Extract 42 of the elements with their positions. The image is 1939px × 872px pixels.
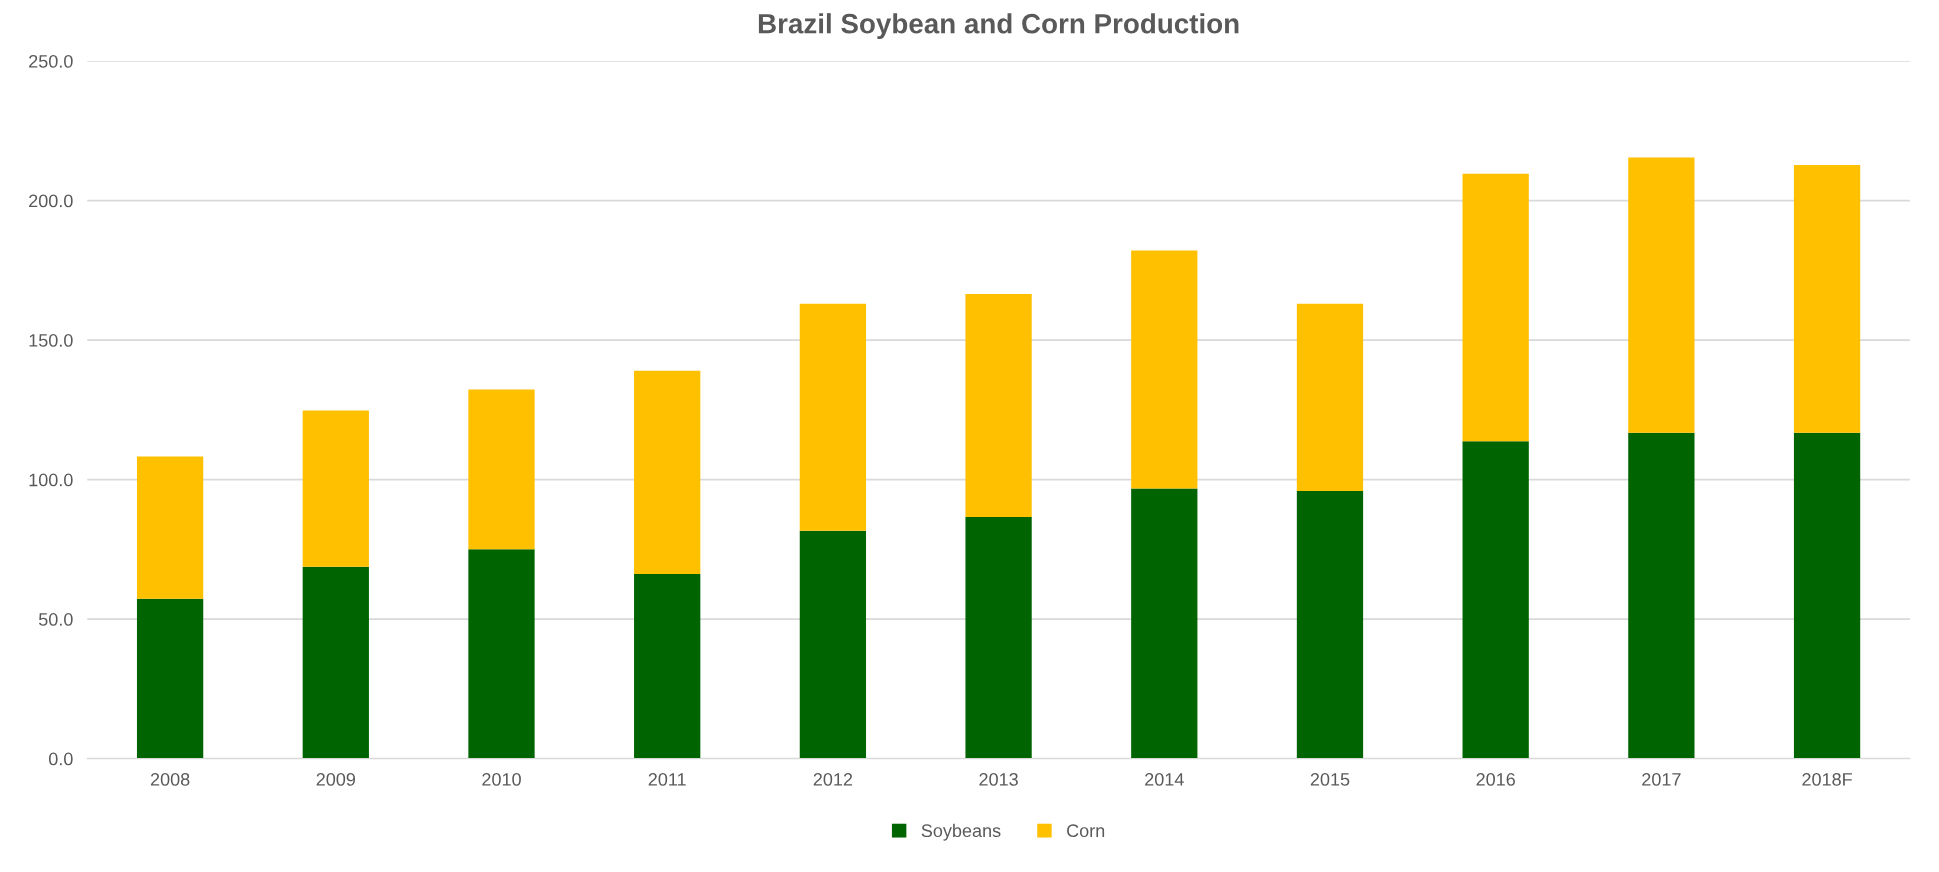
bar xyxy=(1462,441,1529,759)
x-tick-label: 2013 xyxy=(979,773,1018,786)
y-tick-label: 50.0 xyxy=(38,613,73,626)
bar xyxy=(1793,432,1861,759)
bar xyxy=(1296,491,1364,759)
legend-label: Corn xyxy=(1067,824,1105,838)
x-tick-label: 2017 xyxy=(1642,773,1681,786)
chart-title: Brazil Soybean and Corn Production xyxy=(758,13,1239,40)
bar xyxy=(965,294,1032,517)
bar xyxy=(1131,488,1198,759)
x-tick-label: 2014 xyxy=(1145,773,1184,786)
y-tick-label: 100.0 xyxy=(29,473,73,487)
bar xyxy=(634,370,701,574)
x-tick-label: 2018F xyxy=(1802,773,1852,786)
x-tick-label: 2008 xyxy=(150,773,190,786)
bar xyxy=(136,456,204,599)
y-tick-label: 200.0 xyxy=(29,194,73,208)
y-tick-label: 0.0 xyxy=(48,752,73,766)
x-tick-label: 2010 xyxy=(482,773,521,786)
bar xyxy=(1462,173,1529,442)
bar xyxy=(468,389,535,550)
x-tick-label: 2012 xyxy=(813,773,853,786)
x-tick-label: 2016 xyxy=(1476,773,1515,786)
bar xyxy=(468,549,535,759)
bar xyxy=(1296,303,1364,492)
bar xyxy=(1131,250,1198,489)
x-tick-label: 2015 xyxy=(1310,773,1350,786)
bar xyxy=(799,530,867,759)
bar xyxy=(1628,432,1695,759)
y-tick-label: 250.0 xyxy=(29,54,73,68)
bar xyxy=(799,303,867,531)
bar xyxy=(302,410,369,567)
legend-label: Soybeans xyxy=(921,823,1001,841)
bar xyxy=(965,516,1032,759)
bar xyxy=(136,598,204,759)
bar xyxy=(1793,165,1861,433)
bar xyxy=(302,566,369,759)
x-tick-label: 2011 xyxy=(648,773,686,786)
bar xyxy=(1628,157,1695,433)
bar xyxy=(634,573,701,759)
x-tick-label: 2009 xyxy=(316,773,356,786)
y-tick-label: 150.0 xyxy=(29,334,73,347)
